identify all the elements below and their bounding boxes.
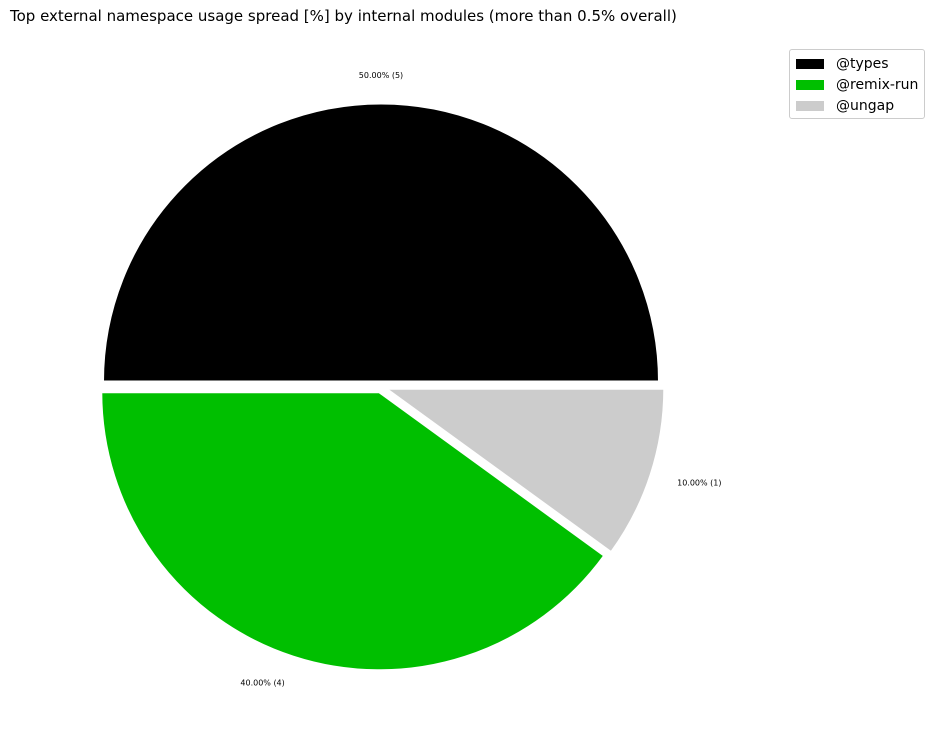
- slice-label: 10.00% (1): [677, 479, 721, 488]
- legend-label: @ungap: [836, 97, 895, 114]
- legend-swatch: [796, 79, 824, 90]
- pie-slices: [100, 102, 666, 672]
- legend-swatch: [796, 58, 824, 69]
- legend-swatch: [796, 100, 824, 111]
- slice-labels: 50.00% (5) 40.00% (4) 10.00% (1): [240, 71, 721, 687]
- legend-item: @remix-run: [796, 74, 918, 95]
- slice-label: 50.00% (5): [359, 71, 403, 80]
- legend-label: @remix-run: [836, 76, 919, 93]
- pie-slice-ungap: [383, 387, 666, 554]
- legend-item: @types: [796, 53, 918, 74]
- slice-label: 40.00% (4): [240, 679, 284, 688]
- legend: @types @remix-run @ungap: [789, 49, 926, 119]
- pie-slice-remix-run: [100, 391, 606, 672]
- legend-item: @ungap: [796, 95, 918, 116]
- pie-slice-types: [101, 102, 661, 383]
- chart-title: Top external namespace usage spread [%] …: [10, 7, 677, 25]
- legend-label: @types: [836, 55, 889, 72]
